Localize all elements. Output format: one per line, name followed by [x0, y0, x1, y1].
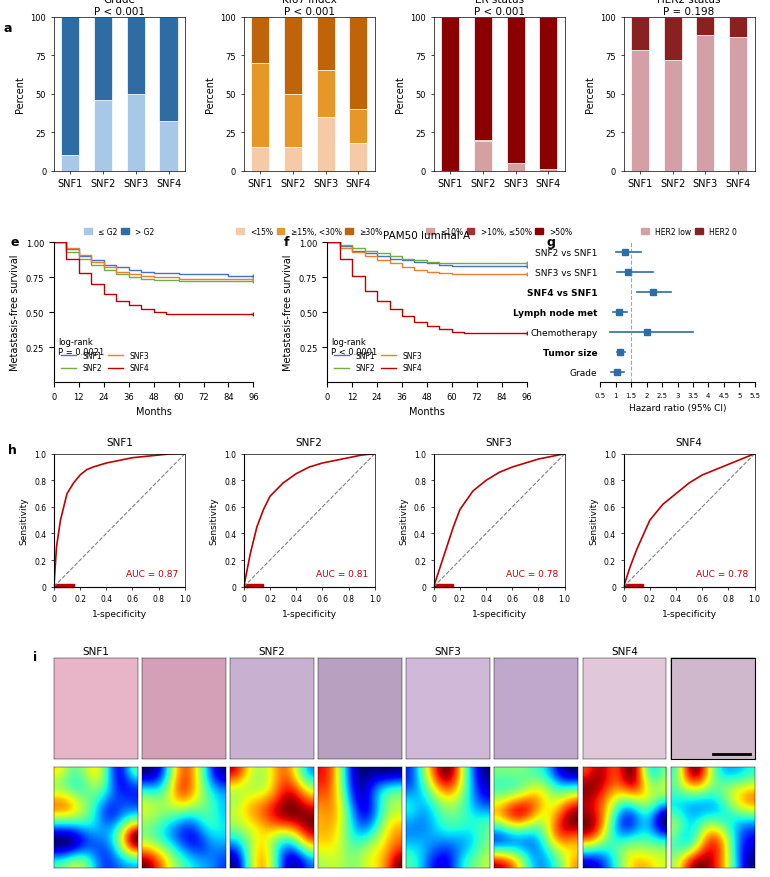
X-axis label: 1-specificity: 1-specificity [472, 610, 527, 618]
Title: SNF3: SNF3 [486, 438, 513, 448]
Y-axis label: Sensitivity: Sensitivity [209, 496, 219, 545]
Bar [94, 101, 112, 171]
Bar [350, 18, 367, 110]
Legend: SNF1, SNF2, SNF3, SNF4: SNF1, SNF2, SNF3, SNF4 [331, 348, 425, 376]
Text: AUC = 0.78: AUC = 0.78 [506, 569, 558, 578]
Title: SNF1: SNF1 [82, 646, 109, 656]
Text: AUC = 0.81: AUC = 0.81 [316, 569, 368, 578]
Text: a: a [4, 22, 12, 35]
Bar [316, 18, 335, 71]
Bar [729, 18, 747, 38]
Text: g: g [547, 236, 555, 249]
Bar [507, 18, 524, 164]
Bar [350, 144, 367, 171]
Title: SNF4: SNF4 [676, 438, 702, 448]
Y-axis label: Sensitivity: Sensitivity [400, 496, 408, 545]
Bar [284, 95, 302, 148]
Y-axis label: Percent: Percent [395, 76, 405, 113]
Bar [631, 18, 649, 52]
Title: SNF2: SNF2 [296, 438, 323, 448]
X-axis label: 1-specificity: 1-specificity [661, 610, 717, 618]
Bar [159, 18, 178, 122]
Text: AUC = 0.78: AUC = 0.78 [695, 569, 748, 578]
Bar [664, 61, 681, 171]
Text: SNF4 vs SNF1: SNF4 vs SNF1 [527, 289, 598, 297]
Bar [697, 36, 715, 171]
Title: HER2 status
P = 0.198: HER2 status P = 0.198 [658, 0, 721, 17]
X-axis label: 1-specificity: 1-specificity [92, 610, 147, 618]
Y-axis label: Percent: Percent [205, 76, 215, 113]
Bar [316, 118, 335, 171]
Text: log-rank
P = 0.0021: log-rank P = 0.0021 [58, 338, 104, 357]
Bar [284, 18, 302, 95]
Text: Grade: Grade [570, 368, 598, 377]
Text: b: b [211, 0, 220, 3]
Title: ER status
P < 0.001: ER status P < 0.001 [474, 0, 524, 17]
Bar [441, 18, 459, 171]
Bar [159, 122, 178, 171]
Bar [474, 140, 492, 142]
Title: SNF1: SNF1 [106, 438, 132, 448]
Y-axis label: Sensitivity: Sensitivity [589, 496, 598, 545]
Legend: ≤10%, >10%, ≤50%, >50%: ≤10%, >10%, ≤50%, >50% [423, 225, 575, 239]
Bar [251, 64, 270, 148]
Legend: <15%, ≥15%, <30%, ≥30%: <15%, ≥15%, <30%, ≥30% [233, 225, 386, 239]
X-axis label: Hazard ratio (95% CI): Hazard ratio (95% CI) [629, 404, 726, 413]
Text: Chemotherapy: Chemotherapy [530, 328, 598, 338]
Bar [251, 18, 270, 64]
Text: c: c [401, 0, 408, 3]
Text: SNF3 vs SNF1: SNF3 vs SNF1 [535, 268, 598, 277]
Y-axis label: Metastasis-free survival: Metastasis-free survival [10, 254, 20, 371]
Bar [474, 142, 492, 171]
X-axis label: 1-specificity: 1-specificity [282, 610, 336, 618]
Text: SNF2 vs SNF1: SNF2 vs SNF1 [535, 248, 598, 257]
Bar [316, 71, 335, 118]
Bar [729, 38, 747, 171]
Legend: SNF1, SNF2, SNF3, SNF4: SNF1, SNF2, SNF3, SNF4 [58, 348, 152, 376]
Text: e: e [10, 236, 18, 249]
Title: Grade
P < 0.001: Grade P < 0.001 [94, 0, 145, 17]
Bar [94, 18, 112, 101]
Title: PAM50 luminal A: PAM50 luminal A [383, 231, 470, 240]
Bar [62, 156, 79, 171]
Bar [54, 584, 74, 587]
Bar [251, 148, 270, 171]
Bar [284, 148, 302, 171]
X-axis label: Months: Months [136, 407, 172, 417]
Bar [350, 110, 367, 144]
Bar [697, 18, 715, 36]
Y-axis label: Sensitivity: Sensitivity [19, 496, 28, 545]
Y-axis label: Percent: Percent [15, 76, 25, 113]
Title: SNF3: SNF3 [435, 646, 462, 656]
Legend: HER2 low, HER2 0: HER2 low, HER2 0 [638, 225, 740, 239]
Bar [474, 18, 492, 140]
Title: Ki67 index
P < 0.001: Ki67 index P < 0.001 [282, 0, 336, 17]
Bar [624, 584, 643, 587]
Title: SNF2: SNF2 [259, 646, 286, 656]
Bar [127, 95, 145, 171]
Text: Lymph node met: Lymph node met [513, 308, 598, 317]
Text: i: i [33, 651, 37, 664]
X-axis label: Months: Months [409, 407, 445, 417]
Bar [664, 18, 681, 61]
Y-axis label: Percent: Percent [584, 76, 594, 113]
Bar [539, 18, 557, 170]
Text: d: d [591, 0, 600, 3]
Bar [507, 164, 524, 171]
Y-axis label: Metastasis-free survival: Metastasis-free survival [283, 254, 293, 371]
Text: log-rank
P < 0.0001: log-rank P < 0.0001 [331, 338, 377, 357]
Text: f: f [283, 236, 289, 249]
Bar [434, 584, 454, 587]
Bar [244, 584, 263, 587]
Bar [127, 18, 145, 95]
Text: a: a [21, 0, 30, 3]
Text: Tumor size: Tumor size [543, 348, 598, 357]
Text: AUC = 0.87: AUC = 0.87 [126, 569, 178, 578]
Bar [62, 18, 79, 156]
Bar [631, 52, 649, 171]
Title: SNF4: SNF4 [611, 646, 638, 656]
Legend: ≤ G2, > G2: ≤ G2, > G2 [82, 225, 157, 239]
Text: h: h [8, 444, 17, 457]
Bar [539, 170, 557, 171]
